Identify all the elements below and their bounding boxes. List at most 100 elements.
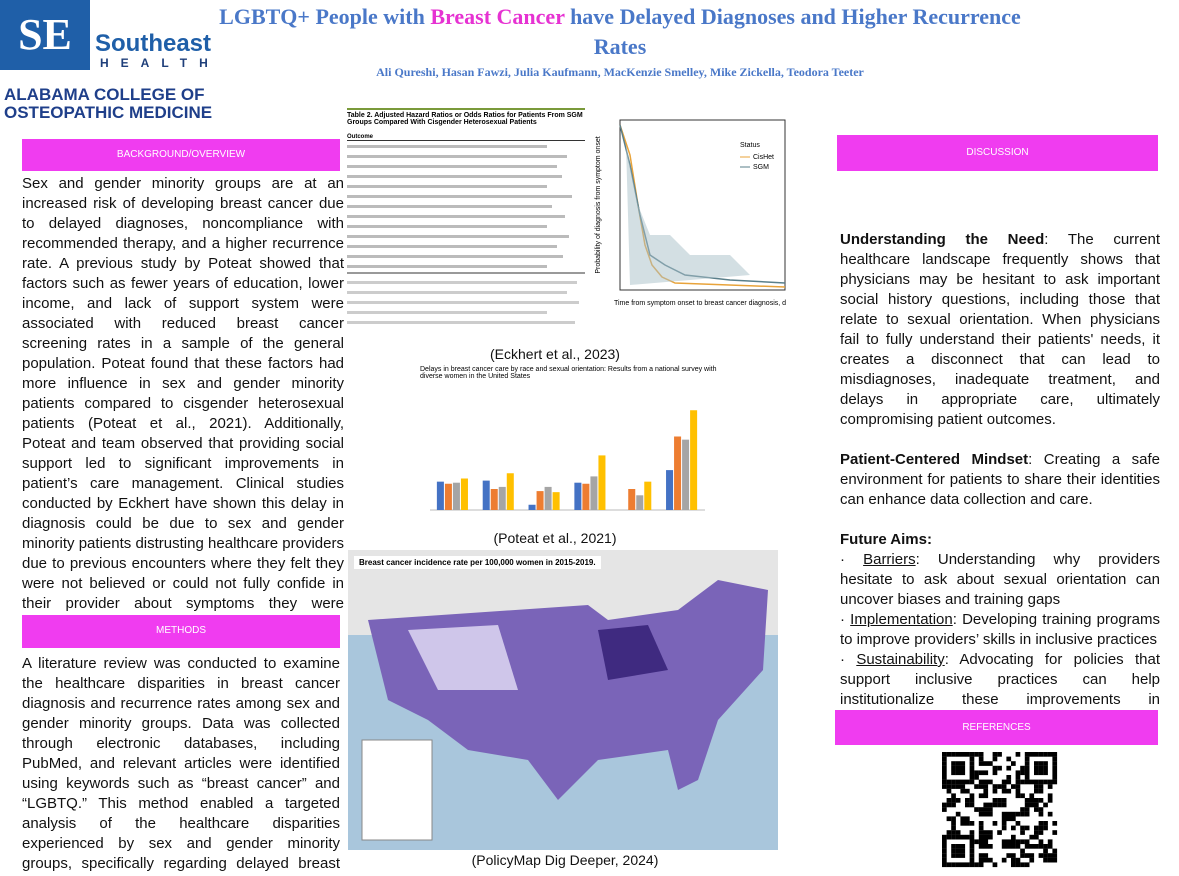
qr-cell — [1006, 844, 1012, 849]
qr-cell — [969, 834, 975, 840]
college-line: OSTEOPATHIC MEDICINE — [4, 103, 213, 122]
qr-cell — [1024, 853, 1030, 858]
qr-cell — [992, 821, 998, 826]
caption: (PolicyMap Dig Deeper, 2024) — [471, 852, 659, 868]
qr-cell — [1029, 857, 1035, 863]
qr-cell — [1020, 839, 1025, 845]
bar — [498, 486, 506, 510]
qr-cell — [969, 770, 975, 776]
bar — [552, 492, 560, 510]
qr-cell — [951, 752, 956, 757]
qr-cell — [946, 788, 952, 794]
college-line: ALABAMA COLLEGE OF — [4, 85, 205, 104]
aim: · Implementation: Developing training pr… — [840, 610, 1160, 650]
qr-cell — [978, 761, 984, 766]
qr-cell — [955, 848, 961, 854]
qr-cell — [992, 802, 998, 808]
qr-cell — [942, 752, 947, 757]
qr-cell — [1034, 784, 1039, 789]
qr-cell — [969, 857, 975, 863]
qr-cell — [988, 802, 993, 808]
qr-cell — [1001, 844, 1007, 849]
paragraph: Understanding the Need: The current heal… — [840, 230, 1160, 430]
qr-cell — [1024, 756, 1030, 762]
qr-cell — [978, 752, 984, 757]
qr-cell — [1001, 788, 1007, 794]
qr-cell — [960, 821, 966, 826]
qr-cell — [1029, 779, 1035, 785]
bar — [528, 504, 536, 510]
qr-cell — [960, 779, 966, 785]
qr-cell — [1011, 834, 1016, 840]
qr-cell — [1006, 775, 1012, 780]
qr-code — [942, 752, 1058, 868]
bar — [482, 480, 490, 510]
qr-cell — [978, 811, 984, 817]
qr-cell — [1043, 821, 1048, 826]
qr-cell — [1043, 857, 1048, 863]
qr-cell — [969, 775, 975, 780]
paragraph: Patient-Centered Mindset: Creating a saf… — [840, 450, 1160, 510]
qr-cell — [960, 848, 966, 854]
qr-cell — [965, 802, 970, 808]
qr-cell — [951, 779, 956, 785]
qr-cell — [1034, 830, 1039, 835]
qr-cell — [955, 811, 961, 817]
qr-cell — [978, 834, 984, 840]
bar — [628, 489, 636, 510]
qr-cell — [942, 844, 947, 849]
lead: Patient-Centered Mindset — [840, 451, 1029, 468]
qr-cell — [955, 853, 961, 858]
logo-mark: SE — [18, 10, 72, 59]
aim-text: : Developing training programs to improv… — [840, 611, 1160, 648]
section-heading: REFERENCES — [835, 710, 1158, 745]
qr-cell — [1001, 784, 1007, 789]
qr-cell — [978, 857, 984, 863]
qr-cell — [1024, 798, 1030, 803]
qr-cell — [1029, 793, 1035, 799]
qr-cell — [1034, 834, 1039, 840]
qr-cell — [978, 853, 984, 858]
bar-chart-title: Delays in breast cancer care by race and… — [420, 366, 717, 380]
qr-cell — [988, 779, 993, 785]
qr-cell — [942, 857, 947, 863]
qr-cell — [1024, 862, 1030, 868]
qr-cell — [978, 779, 984, 785]
qr-cell — [1047, 853, 1053, 858]
qr-cell — [978, 830, 984, 835]
qr-cell — [1001, 779, 1007, 785]
qr-cell — [960, 834, 966, 840]
qr-cell — [978, 844, 984, 849]
qr-cell — [974, 784, 979, 789]
qr-cell — [960, 816, 966, 822]
qr-cell — [951, 844, 956, 849]
qr-cell — [951, 770, 956, 776]
qr-cell — [1047, 784, 1053, 789]
qr-cell — [1020, 825, 1025, 831]
qr-cell — [951, 825, 956, 831]
qr-cell — [1006, 811, 1012, 817]
qr-cell — [1015, 857, 1021, 863]
qr-cell — [988, 834, 993, 840]
qr-cell — [1029, 853, 1035, 858]
bar — [682, 439, 690, 510]
qr-cell — [969, 761, 975, 766]
qr-cell — [969, 779, 975, 785]
lead: Understanding the Need — [840, 231, 1045, 248]
qr-cell — [960, 770, 966, 776]
map-title: Breast cancer incidence rate per 100,000… — [354, 556, 601, 569]
qr-cell — [983, 784, 989, 789]
qr-cell — [942, 834, 947, 840]
qr-cell — [1043, 848, 1048, 854]
qr-cell — [1043, 853, 1048, 858]
qr-cell — [1047, 811, 1053, 817]
bar — [544, 486, 552, 510]
qr-cell — [1038, 830, 1044, 835]
qr-cell — [1034, 788, 1039, 794]
qr-cell — [965, 862, 970, 868]
qr-cell — [978, 825, 984, 831]
lead: Future Aims: — [840, 531, 932, 548]
qr-cell — [946, 752, 952, 757]
qr-cell — [965, 798, 970, 803]
qr-cell — [1052, 761, 1058, 766]
